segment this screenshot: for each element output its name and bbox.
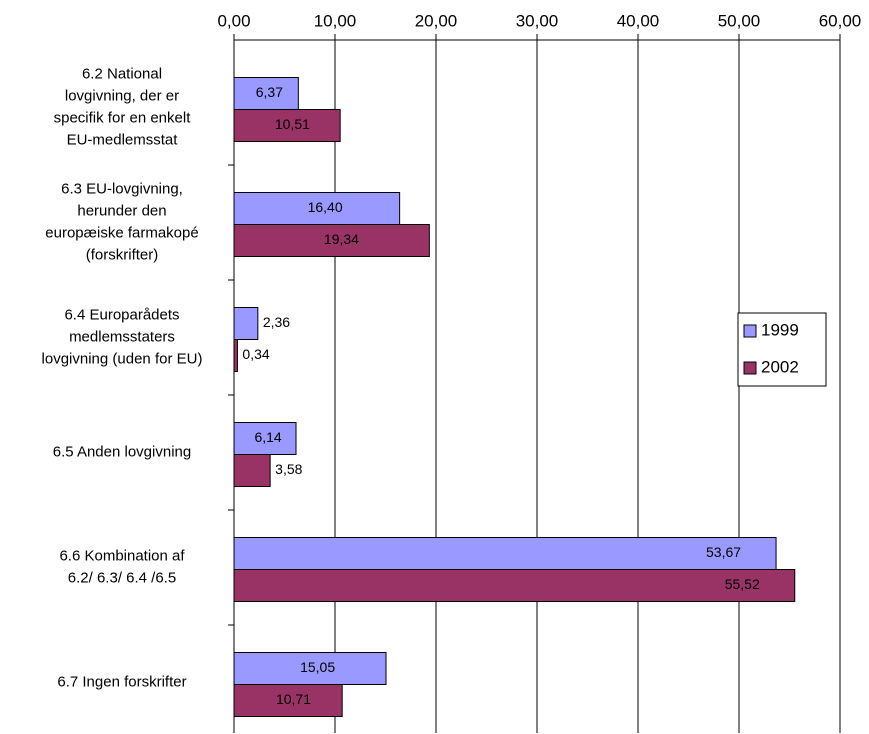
bar <box>233 224 430 257</box>
value-label: 10,71 <box>276 691 311 707</box>
x-tick-label: 60,00 <box>819 11 862 30</box>
category-label: 6.4 Europarådets <box>64 306 179 323</box>
value-label: 6,14 <box>254 429 281 445</box>
bar <box>233 422 297 455</box>
value-label: 3,58 <box>275 461 302 477</box>
category-label: lovgivning, der er <box>65 87 179 104</box>
category-label: europæiske farmakopé <box>45 224 198 241</box>
legend-swatch <box>743 324 757 338</box>
bar <box>233 109 341 142</box>
category-label: EU-medlemsstat <box>67 131 179 148</box>
bar <box>233 569 796 602</box>
category-label: specifik for en enkelt <box>54 109 192 126</box>
x-tick-label: 40,00 <box>617 11 660 30</box>
value-label: 15,05 <box>300 659 335 675</box>
category-label: herunder den <box>77 202 166 219</box>
legend-label: 2002 <box>761 357 799 376</box>
value-label: 53,67 <box>706 544 741 560</box>
category-label: 6.2 National <box>82 65 162 82</box>
bar <box>233 537 777 570</box>
category-label: 6.5 Anden lovgivning <box>53 443 191 460</box>
x-tick-label: 10,00 <box>314 11 357 30</box>
x-tick-label: 20,00 <box>415 11 458 30</box>
value-label: 19,34 <box>324 231 359 247</box>
value-label: 2,36 <box>263 314 290 330</box>
category-label: medlemsstaters <box>69 328 175 345</box>
value-label: 6,37 <box>256 84 283 100</box>
category-label: lovgivning (uden for EU) <box>42 350 203 367</box>
x-tick-label: 30,00 <box>516 11 559 30</box>
legend-swatch <box>743 361 757 375</box>
bar <box>233 307 259 340</box>
category-label: 6.3 EU-lovgivning, <box>61 180 183 197</box>
value-label: 10,51 <box>275 116 310 132</box>
bar <box>233 454 271 487</box>
x-tick-label: 50,00 <box>718 11 761 30</box>
bar <box>233 339 238 372</box>
legend-label: 1999 <box>761 320 799 339</box>
category-label: 6.6 Kombination af <box>59 547 185 564</box>
value-label: 0,34 <box>242 346 269 362</box>
bar <box>233 684 343 717</box>
category-label: 6.2/ 6.3/ 6.4 /6.5 <box>68 569 176 586</box>
category-label: (forskrifter) <box>86 246 159 263</box>
bar <box>233 192 401 225</box>
bar <box>233 77 299 110</box>
bar <box>233 652 387 685</box>
category-label: 6.7 Ingen forskrifter <box>57 673 186 690</box>
x-tick-label: 0,00 <box>217 11 250 30</box>
value-label: 55,52 <box>725 576 760 592</box>
value-label: 16,40 <box>308 199 343 215</box>
